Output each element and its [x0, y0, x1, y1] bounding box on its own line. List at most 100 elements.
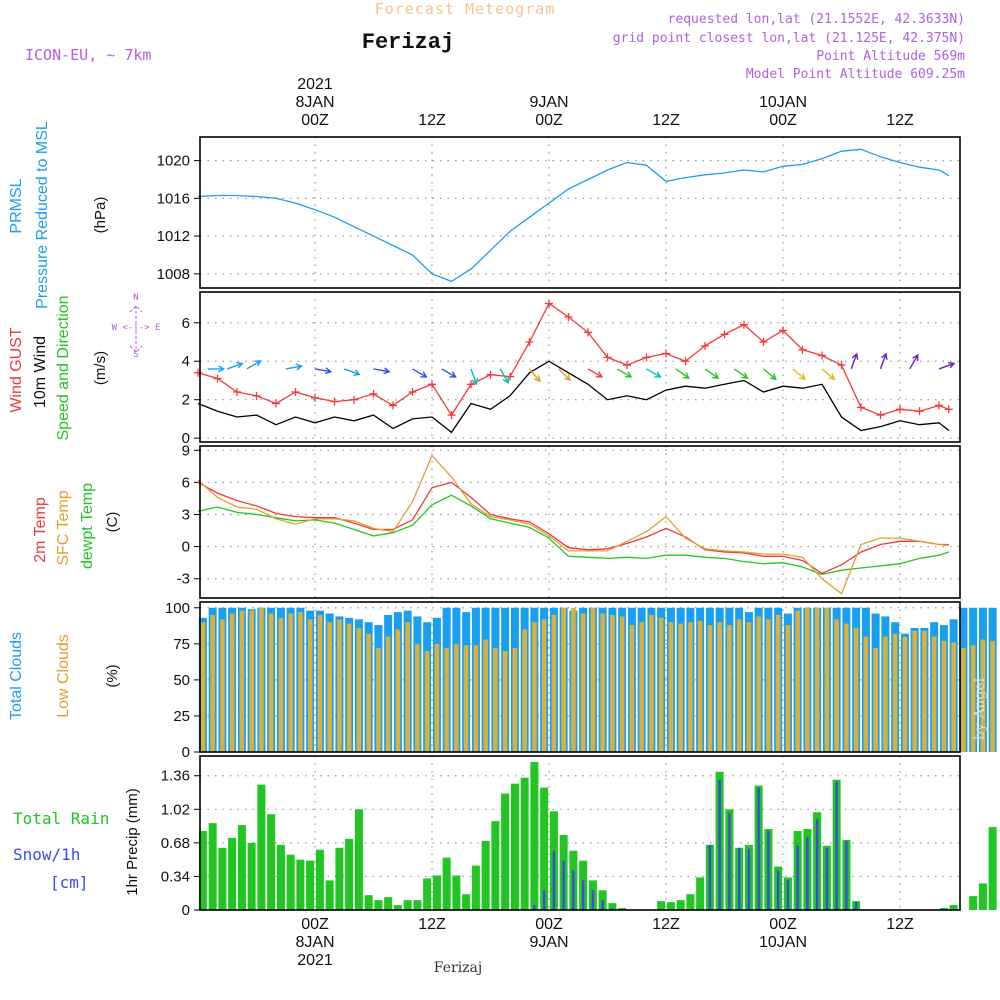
rain-bar	[462, 894, 471, 910]
wind-direction-arrow	[879, 352, 888, 370]
rain-bar	[978, 883, 987, 910]
wind-direction-arrow	[763, 368, 777, 381]
rain-bar	[384, 897, 393, 910]
grid-lonlat: grid point closest lon,lat (21.125E, 42.…	[613, 31, 965, 46]
rain-bar	[540, 787, 549, 910]
pressure-reduced-label: Pressure Reduced to MSL	[34, 121, 51, 309]
low-cloud-bar	[532, 622, 537, 752]
wind-direction-arrow	[207, 365, 226, 373]
wind-panel: 0 2 4 6	[182, 291, 961, 447]
rain-bar	[335, 847, 344, 910]
low-cloud-bar	[259, 607, 264, 752]
low-cloud-bar	[892, 633, 898, 752]
station-title: Ferizaj	[362, 30, 454, 55]
gust-marker	[915, 407, 924, 416]
y-tick-label: 9	[182, 442, 190, 459]
panel-frame	[199, 601, 961, 753]
compass-south-label: S	[133, 350, 138, 360]
low-cloud-bar	[980, 639, 986, 752]
y-tick-label: 0.68	[161, 835, 190, 852]
low-cloud-bar	[746, 622, 752, 752]
low-cloud-bar	[795, 610, 800, 752]
rain-bar	[315, 849, 324, 910]
snow-bar	[601, 900, 604, 910]
wind-direction-arrow	[441, 368, 457, 378]
panel-frame	[199, 755, 961, 911]
low-cloud-bar	[873, 648, 878, 752]
low-cloud-bar	[463, 645, 469, 752]
gust-marker	[506, 372, 514, 381]
snow-label: Snow/1h	[13, 845, 80, 864]
rain-bar	[403, 900, 412, 910]
low-cloud-bar	[210, 614, 215, 752]
y-tick-label: 0.34	[161, 868, 190, 885]
low-cloud-bar	[366, 633, 371, 752]
snow-bar	[611, 908, 614, 910]
wind-direction-arrow	[528, 368, 541, 383]
rain-bar	[686, 894, 695, 910]
y-tick-label: 25	[173, 708, 190, 725]
gust-marker	[779, 326, 787, 335]
gust-marker	[662, 349, 670, 358]
gust-marker	[369, 389, 378, 398]
low-cloud-bar	[454, 643, 459, 752]
wind-direction-arrow	[616, 368, 633, 378]
low-cloud-bar	[619, 616, 625, 752]
snow-bar	[796, 845, 799, 910]
rain-bar	[413, 900, 422, 910]
low-cloud-bar	[561, 607, 566, 752]
rain-bar	[696, 877, 705, 910]
low-cloud-bar	[727, 625, 732, 752]
gust-marker	[944, 405, 953, 414]
low-cloud-bar	[288, 613, 293, 752]
low-cloud-bar	[307, 619, 313, 752]
wind-direction-arrow	[470, 368, 479, 386]
wind-direction-arrow	[227, 361, 244, 370]
wind-10m-label: 10m Wind	[32, 336, 49, 408]
bottom-time-label: 12Z	[886, 916, 914, 933]
wind-direction-arrow	[821, 368, 836, 381]
bottom-time-label: 00Z	[301, 916, 329, 933]
rain-bar	[491, 821, 500, 910]
snow-bar	[806, 836, 809, 910]
low-cloud-bar	[571, 607, 576, 752]
y-tick-label: 0	[182, 744, 190, 761]
top-time-label: 00Z	[301, 112, 329, 129]
low-cloud-bar	[317, 614, 323, 752]
wind-gust-line	[197, 302, 950, 417]
total-rain-label: Total Rain	[13, 809, 109, 828]
dewpoint-line	[197, 494, 950, 576]
rain-bar	[432, 875, 441, 910]
low-cloud-bar	[239, 610, 245, 752]
rain-bar	[198, 831, 207, 910]
rain-bar	[481, 840, 490, 910]
rain-bar	[345, 838, 354, 910]
snow-bar	[552, 850, 556, 910]
rain-bar	[988, 827, 997, 910]
low-cloud-bar	[678, 623, 683, 752]
low-cloud-bar	[863, 636, 869, 752]
y-tick-label: 6	[182, 474, 190, 491]
y-tick-label: 1016	[157, 190, 190, 207]
wind-direction-arrow	[792, 368, 807, 381]
gust-marker	[213, 374, 222, 383]
rain-bar	[510, 783, 519, 910]
low-cloud-bar	[522, 629, 527, 752]
gust-marker	[642, 353, 651, 362]
wind-direction-arrow	[587, 368, 604, 378]
rain-bar	[452, 875, 461, 910]
y-tick-label: 100	[165, 600, 190, 617]
top-time-label: 10JAN	[759, 94, 807, 111]
y-tick-label: 1012	[157, 228, 190, 245]
low-cloud-bar	[502, 651, 508, 752]
snow-bar	[728, 813, 731, 910]
low-cloud-bar	[356, 627, 362, 752]
low-cloud-bar	[346, 623, 352, 752]
rain-bar	[247, 842, 256, 910]
clouds-panel: 0 25 50 75 100	[165, 600, 997, 761]
header: Forecast Meteogram Ferizaj ICON-EU, ~ 7k…	[25, 0, 965, 82]
gust-marker	[896, 405, 904, 414]
wind-speed-line	[197, 360, 950, 434]
